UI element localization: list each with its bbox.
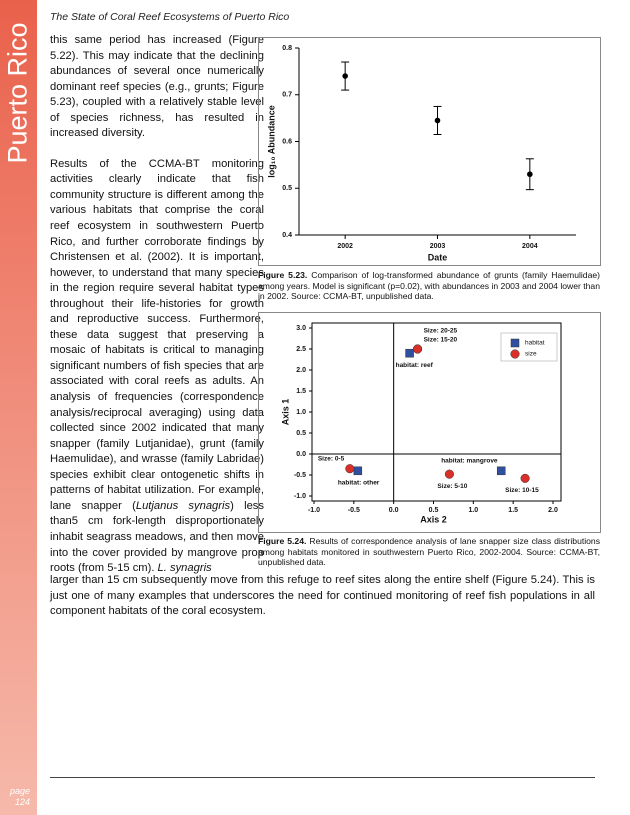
figure: 0.4 0.5 0.6 0.7 0.8 2002 2003 2004 Date log₁₀ Abu… bbox=[258, 37, 601, 266]
y-tick-label: 2.5 bbox=[296, 346, 306, 353]
y-tick-label: 2.0 bbox=[296, 367, 306, 374]
x-tick-label: 2002 bbox=[337, 243, 353, 250]
caption-label: Figure 5.24. bbox=[258, 536, 307, 546]
y-tick-label: 0.6 bbox=[282, 138, 292, 145]
point bbox=[353, 466, 363, 476]
chart: 3.0 2.5 2.0 1.5 1.0 0.5 0.0 -0.5 -1.0-1.0 -0.5 0.0… bbox=[280, 322, 562, 524]
x-tick-label: 0.5 bbox=[429, 507, 439, 514]
point-label: Size: 5-10 bbox=[437, 483, 467, 490]
x-tick-label: -1.0 bbox=[308, 507, 320, 514]
point bbox=[342, 73, 348, 79]
x-tick-label: 0.0 bbox=[389, 507, 399, 514]
sidebar-title: Puerto Rico bbox=[2, 22, 33, 164]
point-label: habitat: other bbox=[338, 480, 380, 487]
point bbox=[510, 338, 520, 348]
footer-rule bbox=[50, 777, 595, 778]
y-tick-label: 0.0 bbox=[296, 451, 306, 458]
y-axis-label: Axis 1 bbox=[280, 399, 290, 426]
sidebar: Puerto Rico page 124 bbox=[0, 0, 37, 815]
figure-caption: Figure 5.23. Comparison of log-transform… bbox=[258, 270, 600, 302]
text-run: L. synagris bbox=[157, 562, 212, 575]
text-run: Results of the CCMA-BT monitoring activi… bbox=[50, 157, 264, 512]
y-tick-label: 1.0 bbox=[296, 409, 306, 416]
y-tick-label: 1.5 bbox=[296, 388, 306, 395]
paragraph: Results of the CCMA-BT monitoring activi… bbox=[50, 157, 264, 577]
y-axis-label: log₁₀ Abundance bbox=[266, 105, 276, 177]
y-tick-label: 3.0 bbox=[296, 325, 306, 332]
y-tick-label: 0.8 bbox=[282, 45, 292, 52]
x-tick-label: 2003 bbox=[430, 243, 446, 250]
caption-label: Figure 5.23. bbox=[258, 270, 308, 280]
point-label: habitat: reef bbox=[396, 362, 434, 369]
page-num: 124 bbox=[14, 797, 30, 807]
point bbox=[444, 469, 454, 479]
y-tick-label: 0.5 bbox=[282, 185, 292, 192]
x-tick-label: 2004 bbox=[522, 243, 538, 250]
page-label: page bbox=[9, 786, 30, 796]
chart: 0.4 0.5 0.6 0.7 0.8 2002 2003 2004 Date log₁₀ Abu… bbox=[266, 45, 576, 262]
point bbox=[405, 348, 414, 358]
x-tick-label: 1.0 bbox=[468, 507, 478, 514]
caption-text: Results of correspondence analysis of la… bbox=[258, 536, 600, 567]
y-tick-label: -0.5 bbox=[294, 472, 306, 479]
caption-text: Comparison of log-transformed abundance … bbox=[258, 270, 601, 301]
page-number: page 124 bbox=[0, 786, 30, 808]
y-tick-label: -1.0 bbox=[294, 493, 306, 500]
point-label: Size: 20-25 bbox=[424, 328, 458, 335]
x-tick-label: -0.5 bbox=[348, 507, 360, 514]
legend-label: size bbox=[525, 351, 537, 358]
point bbox=[413, 344, 423, 354]
figure-caption: Figure 5.24. Results of correspondence a… bbox=[258, 536, 600, 568]
point-label: Size: 15-20 bbox=[424, 337, 458, 344]
figure: 3.0 2.5 2.0 1.5 1.0 0.5 0.0 -0.5 -1.0 -1.0 -0.5 0.0… bbox=[258, 312, 601, 533]
point bbox=[434, 117, 441, 124]
point bbox=[510, 349, 520, 359]
paragraph: larger than 15 cm subsequently move from… bbox=[50, 574, 595, 618]
point-label: Size: 0-5 bbox=[318, 455, 345, 462]
paragraph: this same period has increased (Figure 5… bbox=[50, 34, 264, 140]
legend-box bbox=[500, 332, 558, 362]
point-label: habitat: mangrove bbox=[441, 458, 498, 465]
x-tick-label: 1.5 bbox=[508, 507, 518, 514]
text-run: Lutjanus synagris bbox=[135, 499, 231, 512]
point-label: Size: 10-15 bbox=[505, 487, 539, 494]
y-tick-label: 0.4 bbox=[282, 232, 292, 239]
x-axis-label: Date bbox=[428, 252, 448, 262]
text-run: ) less than5 cm fork-length disproportio… bbox=[50, 499, 264, 575]
x-tick-label: 2.0 bbox=[548, 507, 558, 514]
y-tick-label: 0.5 bbox=[296, 430, 306, 437]
point bbox=[527, 171, 533, 178]
running-header: The State of Coral Reef Ecosystems of Pu… bbox=[50, 11, 290, 23]
legend-label: habitat bbox=[525, 340, 545, 347]
x-axis-label: Axis 2 bbox=[420, 514, 447, 524]
point bbox=[520, 473, 530, 483]
y-tick-label: 0.7 bbox=[282, 92, 292, 99]
point bbox=[345, 464, 355, 474]
body-column: this same period has increased (Figure 5… bbox=[50, 33, 264, 592]
point bbox=[496, 466, 506, 476]
